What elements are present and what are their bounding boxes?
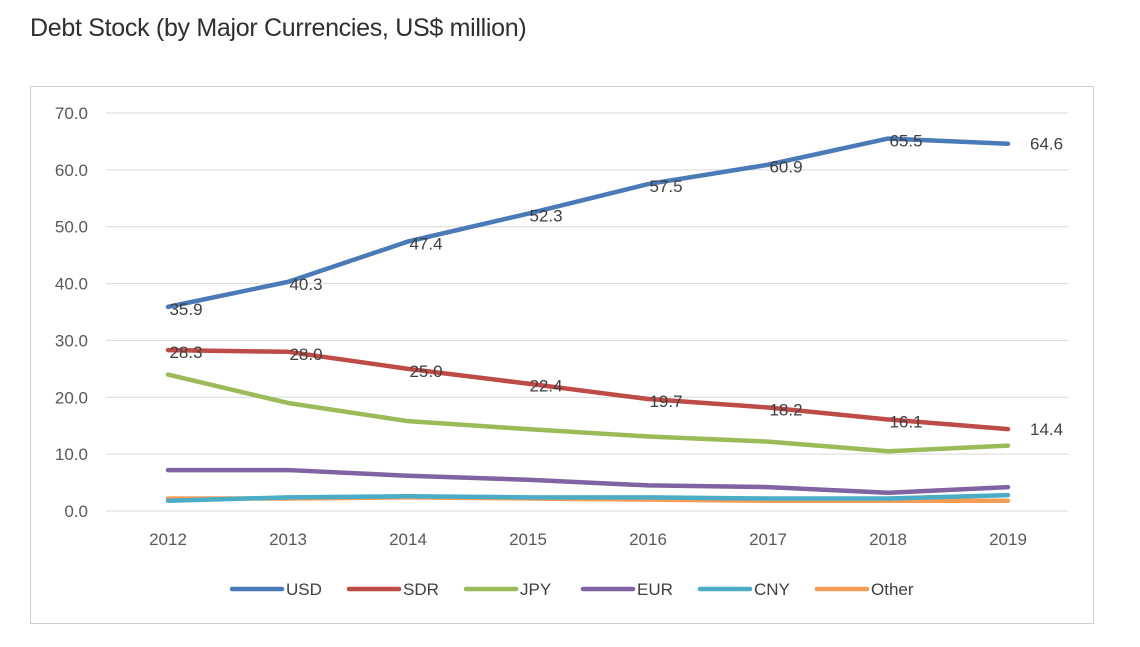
series-line-jpy — [165, 372, 1011, 454]
data-label-sdr: 28.0 — [289, 345, 322, 364]
y-axis-ticks: 0.0 10.0 20.0 30.0 40.0 50.0 60.0 70.0 — [55, 104, 88, 521]
x-tick-label: 2013 — [269, 530, 307, 549]
x-tick-label: 2012 — [149, 530, 187, 549]
grid-lines — [106, 112, 1068, 512]
y-tick-label: 20.0 — [55, 388, 88, 407]
data-label-usd: 40.3 — [289, 275, 322, 294]
legend-label: EUR — [637, 580, 673, 599]
chart-title: Debt Stock (by Major Currencies, US$ mil… — [30, 14, 527, 42]
y-tick-label: 40.0 — [55, 275, 88, 294]
series-line-usd — [165, 136, 1011, 310]
y-tick-label: 0.0 — [64, 502, 88, 521]
series-line-sdr — [165, 347, 1011, 432]
legend-item-eur: EUR — [580, 580, 673, 599]
data-label-sdr: 25.0 — [409, 362, 442, 381]
x-tick-label: 2014 — [389, 530, 427, 549]
y-tick-label: 10.0 — [55, 445, 88, 464]
data-label-sdr: 14.4 — [1030, 420, 1063, 439]
y-tick-label: 70.0 — [55, 104, 88, 123]
data-label-sdr: 22.4 — [529, 377, 562, 396]
legend-label: CNY — [754, 580, 790, 599]
data-label-sdr: 18.2 — [769, 401, 802, 420]
legend-item-cny: CNY — [697, 580, 790, 599]
series-lines — [165, 136, 1011, 504]
y-tick-label: 60.0 — [55, 161, 88, 180]
x-tick-label: 2019 — [989, 530, 1027, 549]
series-line-cny — [165, 492, 1011, 504]
data-label-usd: 60.9 — [769, 158, 802, 177]
chart-frame — [30, 86, 1094, 624]
data-label-usd: 57.5 — [649, 177, 682, 196]
data-label-sdr: 16.1 — [889, 412, 922, 431]
legend-item-other: Other — [814, 580, 914, 599]
data-label-sdr: 28.3 — [169, 343, 202, 362]
data-label-usd: 35.9 — [169, 300, 202, 319]
data-label-usd: 64.6 — [1030, 135, 1063, 154]
legend-label: USD — [286, 580, 322, 599]
series-line-eur — [165, 467, 1011, 496]
legend-label: Other — [871, 580, 914, 599]
data-labels: 35.9 40.3 47.4 52.3 57.5 60.9 65.5 64.6 28.3 28.0… — [169, 132, 1063, 440]
x-axis-ticks: 2012 2013 2014 2015 2016 2017 2018 2019 — [149, 530, 1027, 549]
legend-label: SDR — [403, 580, 439, 599]
data-label-usd: 47.4 — [409, 234, 442, 253]
y-tick-label: 30.0 — [55, 331, 88, 350]
x-tick-label: 2016 — [629, 530, 667, 549]
y-tick-label: 50.0 — [55, 218, 88, 237]
legend: USD SDR JPY EUR CNY Other — [229, 580, 914, 599]
x-tick-label: 2015 — [509, 530, 547, 549]
legend-item-jpy: JPY — [463, 580, 551, 599]
x-tick-label: 2018 — [869, 530, 907, 549]
legend-item-sdr: SDR — [346, 580, 439, 599]
data-label-sdr: 19.7 — [649, 392, 682, 411]
data-label-usd: 52.3 — [529, 207, 562, 226]
legend-label: JPY — [520, 580, 551, 599]
legend-item-usd: USD — [229, 580, 322, 599]
data-label-usd: 65.5 — [889, 132, 922, 151]
x-tick-label: 2017 — [749, 530, 787, 549]
